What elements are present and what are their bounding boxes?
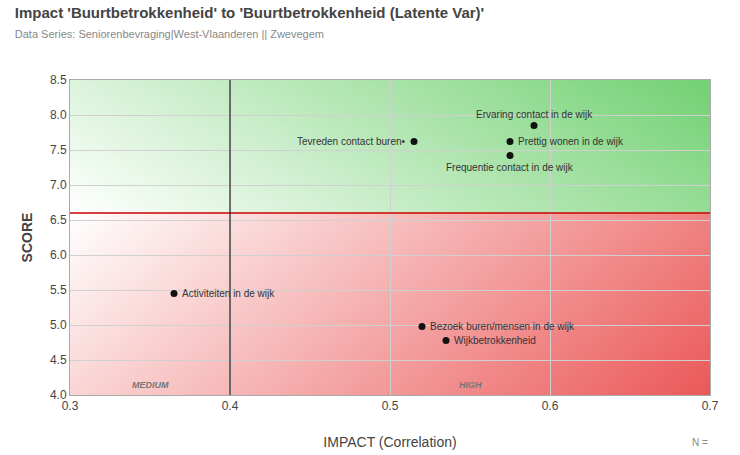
svg-text:6.5: 6.5: [50, 213, 67, 227]
svg-text:6.0: 6.0: [50, 248, 67, 262]
svg-text:5.0: 5.0: [50, 318, 67, 332]
svg-text:0.4: 0.4: [222, 399, 239, 413]
svg-text:5.5: 5.5: [50, 283, 67, 297]
svg-text:Prettig wonen in de wijk: Prettig wonen in de wijk: [518, 136, 624, 147]
svg-text:0.5: 0.5: [382, 399, 399, 413]
svg-text:4.0: 4.0: [50, 388, 67, 402]
svg-text:0.6: 0.6: [542, 399, 559, 413]
svg-text:8.5: 8.5: [50, 73, 67, 87]
svg-text:0.7: 0.7: [702, 399, 719, 413]
svg-text:8.0: 8.0: [50, 108, 67, 122]
svg-text:SCORE: SCORE: [19, 213, 35, 263]
svg-text:Activiteiten in de wijk: Activiteiten in de wijk: [182, 288, 275, 299]
svg-text:0.3: 0.3: [62, 399, 79, 413]
svg-text:7.0: 7.0: [50, 178, 67, 192]
svg-text:Ervaring contact in de wijk: Ervaring contact in de wijk: [476, 109, 593, 120]
svg-text:7.5: 7.5: [50, 143, 67, 157]
svg-text:Impact 'Buurtbetrokkenheid' to: Impact 'Buurtbetrokkenheid' to 'Buurtbet…: [15, 4, 484, 40]
svg-text:Bezoek buren/mensen in de wijk: Bezoek buren/mensen in de wijk: [430, 321, 575, 332]
svg-text:Frequentie contact in de wijk: Frequentie contact in de wijk: [446, 162, 574, 173]
svg-text:4.5: 4.5: [50, 353, 67, 367]
svg-text:N =: N =: [692, 437, 708, 448]
svg-text:Tevreden contact buren•: Tevreden contact buren•: [297, 136, 406, 147]
svg-text:IMPACT (Correlation): IMPACT (Correlation): [323, 434, 456, 450]
svg-text:MEDIUM: MEDIUM: [132, 380, 169, 390]
svg-text:HIGH: HIGH: [459, 380, 482, 390]
svg-text:Wijkbetrokkenheid: Wijkbetrokkenheid: [454, 335, 536, 346]
